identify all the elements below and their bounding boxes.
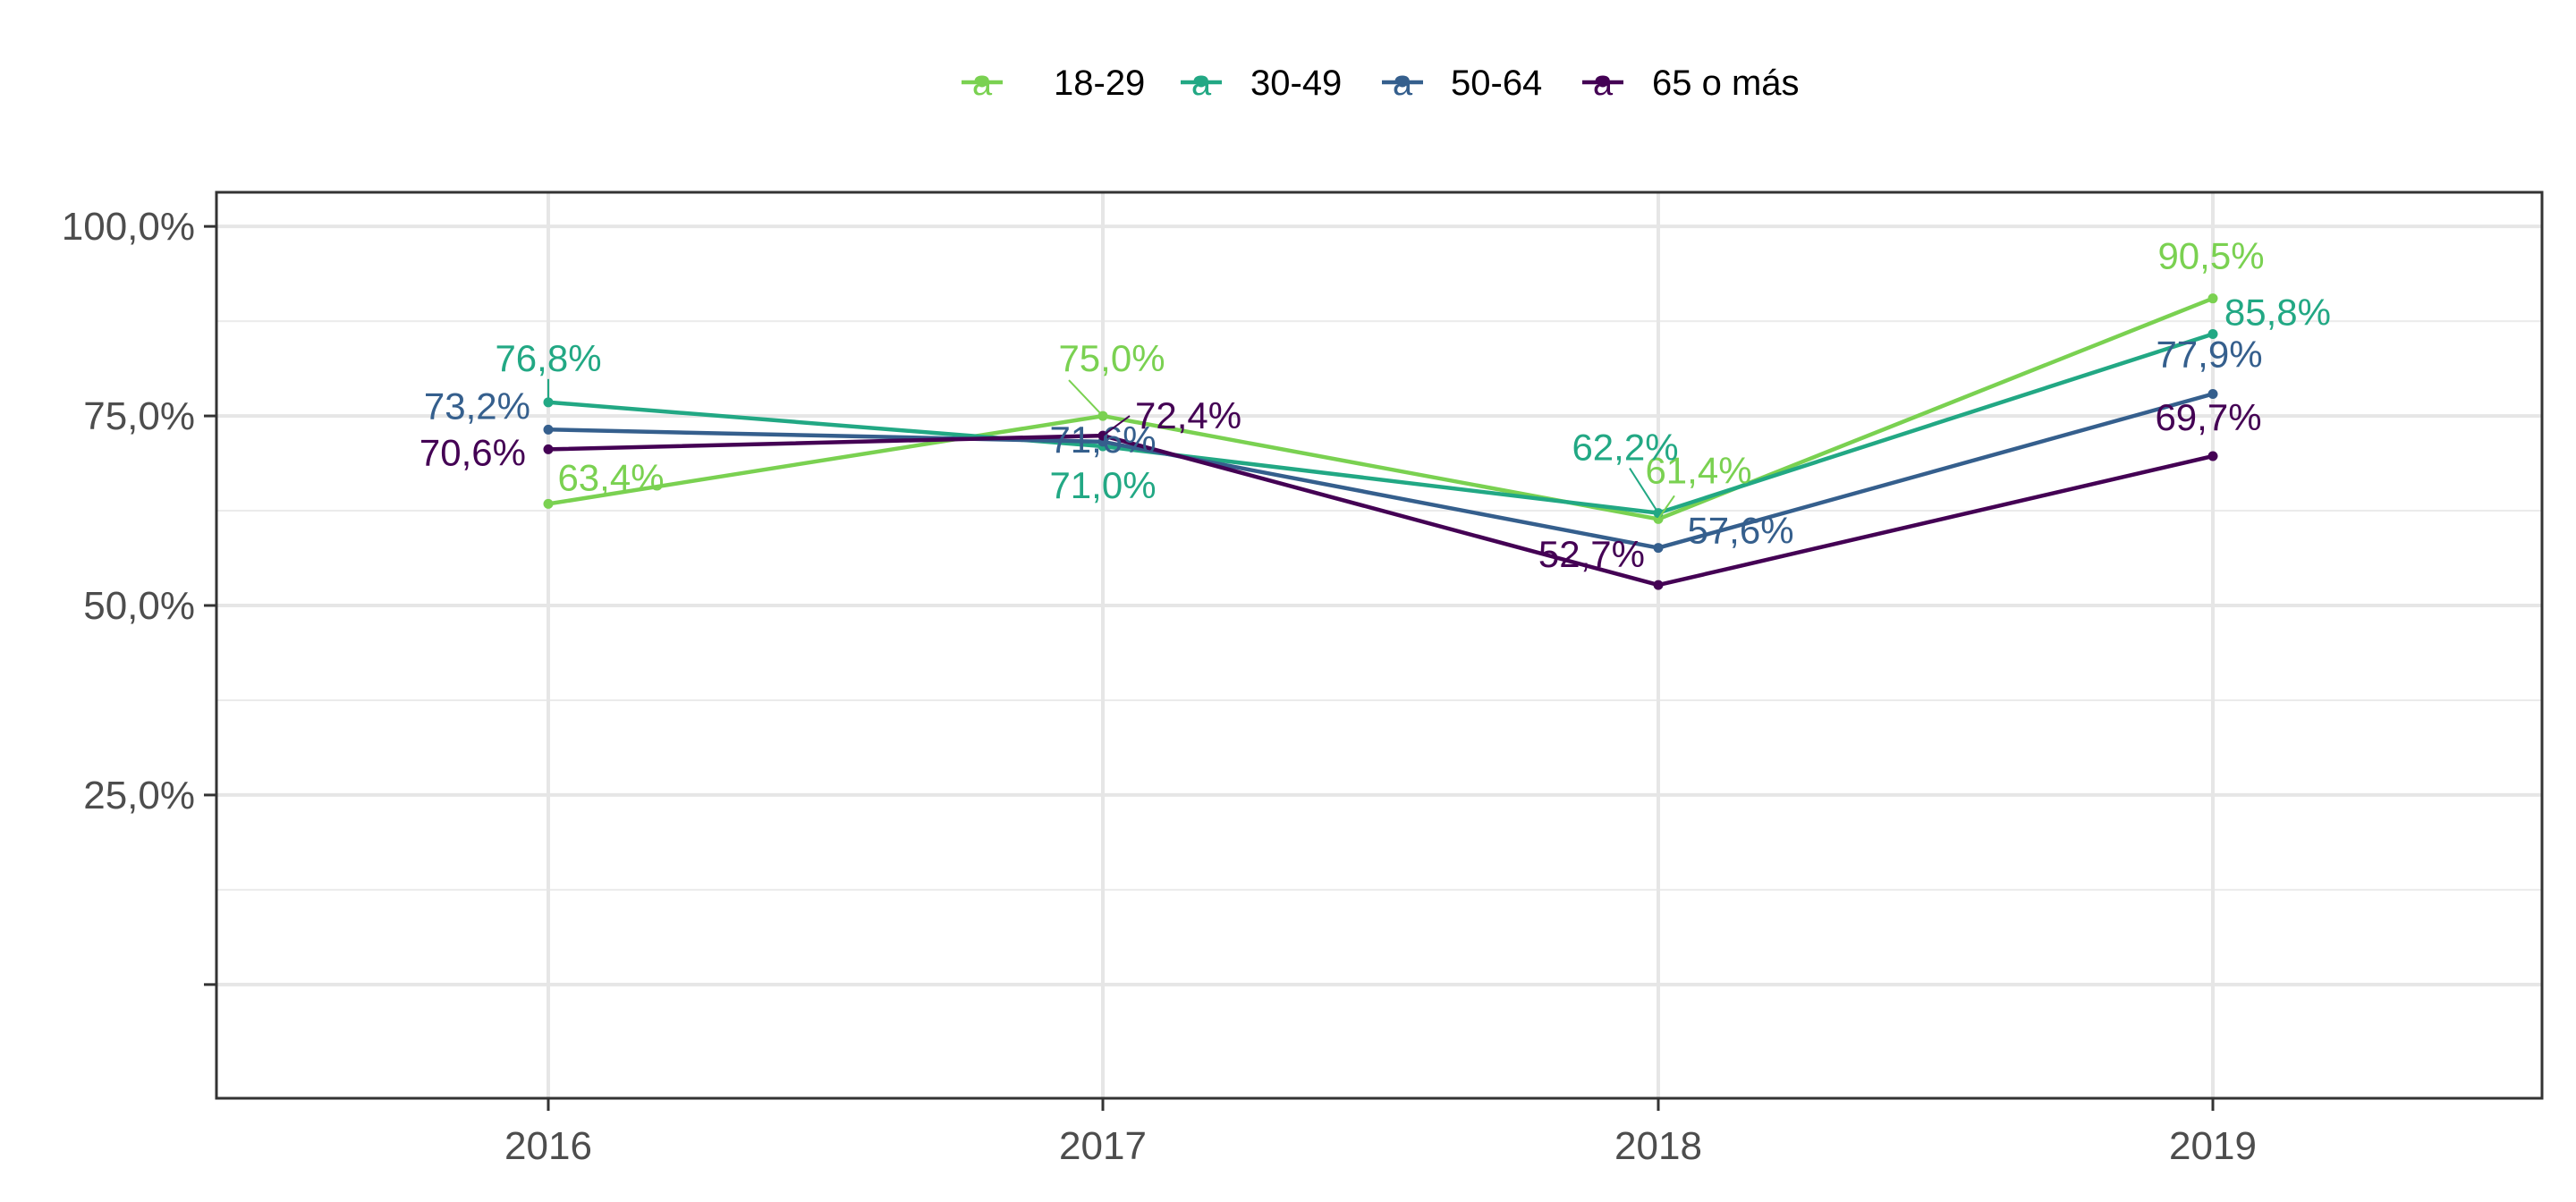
legend-key-glyph: a <box>1393 63 1413 103</box>
legend-key-point <box>1597 77 1608 88</box>
series-line <box>547 296 2214 521</box>
label-leader-line <box>1068 379 1104 417</box>
data-label: 62,2% <box>1572 427 1678 469</box>
x-tick-label: 2017 <box>1059 1124 1147 1168</box>
legend-label: 50-64 <box>1451 63 1542 103</box>
chart-legend: a 18-29 a 30-49 a 50-64 a 65 o más <box>962 63 1800 103</box>
data-label: 72,4% <box>1135 394 1241 436</box>
data-label: 71,0% <box>1049 464 1156 506</box>
series-line <box>547 392 2214 550</box>
data-point <box>543 424 554 435</box>
x-axis: 2016 2017 2018 2019 <box>504 1098 2257 1168</box>
y-tick-label: 75,0% <box>83 394 195 438</box>
series-lines <box>543 293 2218 590</box>
x-tick-label: 2019 <box>2169 1124 2257 1168</box>
legend-key-point <box>1397 77 1408 88</box>
data-label: 77,9% <box>2156 333 2262 375</box>
label-leader-line <box>1629 468 1659 514</box>
data-label: 69,7% <box>2155 396 2261 438</box>
data-label: 90,5% <box>2157 235 2264 277</box>
legend-key-glyph: a <box>1191 63 1212 103</box>
x-tick-label: 2018 <box>1614 1124 1702 1168</box>
y-tick-label: 100,0% <box>62 205 195 249</box>
data-label: 61,4% <box>1645 449 1751 491</box>
data-label: 76,8% <box>495 337 601 379</box>
label-leader-line <box>1657 495 1675 520</box>
data-point <box>2207 329 2218 340</box>
y-tick-label: 50,0% <box>83 584 195 628</box>
legend-key-point <box>1196 77 1207 88</box>
data-labels: 63,4% 75,0% 61,4% 90,5% 76,8% 71,0% 62,2% 85,8%… <box>419 235 2331 575</box>
data-label: 75,0% <box>1058 337 1165 379</box>
label-leader-line <box>1102 415 1131 436</box>
x-tick-label: 2016 <box>504 1124 592 1168</box>
data-point <box>543 444 554 454</box>
data-label: 70,6% <box>419 431 526 473</box>
legend-key-point <box>977 77 987 88</box>
data-point <box>1653 580 1664 590</box>
series-line <box>547 332 2214 515</box>
y-axis: 25,0% 50,0% 75,0% 100,0% <box>62 205 216 986</box>
data-point <box>543 498 554 509</box>
legend-label: 18-29 <box>1054 63 1145 103</box>
legend-key-glyph: a <box>1593 63 1614 103</box>
legend-label: 65 o más <box>1652 63 1800 103</box>
legend-key-glyph: a <box>972 63 993 103</box>
data-point <box>2207 451 2218 461</box>
data-label: 73,2% <box>424 385 530 427</box>
data-label: 85,8% <box>2224 292 2331 334</box>
data-point <box>2207 293 2218 304</box>
data-label: 63,4% <box>557 456 664 498</box>
data-label: 71,6% <box>1049 419 1156 461</box>
legend-label: 30-49 <box>1250 63 1342 103</box>
y-tick-label: 25,0% <box>83 774 195 817</box>
data-label: 52,7% <box>1538 533 1645 575</box>
series-line <box>547 433 2214 588</box>
plot-panel-border <box>215 190 2544 1100</box>
data-point <box>2207 388 2218 399</box>
data-label: 57,6% <box>1687 510 1793 552</box>
data-point <box>1653 543 1664 554</box>
grid-lines <box>216 192 2542 1098</box>
